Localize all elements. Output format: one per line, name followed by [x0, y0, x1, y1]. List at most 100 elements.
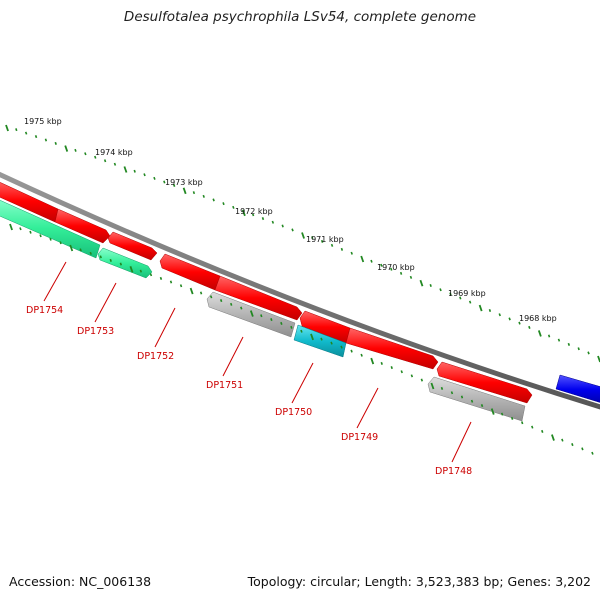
- inner-ruler-minor-tick: [39, 234, 42, 238]
- inner-ruler-minor-tick: [219, 299, 223, 303]
- inner-ruler-minor-tick: [270, 318, 273, 322]
- outer-ruler-major-tick: [301, 232, 305, 239]
- inner-ruler-major-tick: [249, 310, 254, 317]
- outer-tick-track: [5, 124, 600, 363]
- gene-dp1749-bar[interactable]: [345, 327, 439, 370]
- gene-label-dp1750[interactable]: DP1750: [275, 407, 312, 418]
- inner-ruler-minor-tick: [199, 291, 203, 295]
- ruler-label-1969: 1969 kbp: [448, 289, 486, 298]
- inner-ruler-minor-tick: [440, 386, 444, 390]
- inner-ruler-minor-tick: [500, 412, 504, 416]
- outer-ruler-major-tick: [182, 187, 187, 195]
- ruler-label-1973: 1973 kbp: [165, 178, 203, 187]
- inner-ruler-major-tick: [370, 357, 375, 365]
- gene-dp1750-cyan-bar[interactable]: [293, 324, 347, 358]
- inner-ruler-minor-tick: [59, 241, 62, 245]
- outer-ruler-minor-tick: [222, 202, 225, 206]
- leader-dp1751: [222, 336, 244, 377]
- inner-ruler-minor-tick: [510, 416, 514, 420]
- outer-ruler-minor-tick: [399, 271, 403, 275]
- outer-ruler-major-tick: [5, 124, 9, 132]
- outer-ruler-minor-tick: [557, 338, 561, 342]
- outer-ruler-major-tick: [478, 304, 483, 312]
- gene-label-dp1751[interactable]: DP1751: [206, 380, 243, 391]
- inner-ruler-minor-tick: [89, 251, 92, 255]
- gene-labels: DP1754 DP1753 DP1752 DP1751 DP1750 DP174…: [26, 305, 472, 477]
- gene-dp1751-gray-bar[interactable]: [206, 291, 296, 338]
- gene-label-dp1748[interactable]: DP1748: [435, 466, 472, 477]
- inner-ruler-minor-tick: [169, 280, 173, 284]
- inner-ruler-minor-tick: [360, 353, 363, 357]
- outer-ruler-minor-tick: [547, 334, 551, 338]
- accession-text: Accession: NC_006138: [9, 574, 152, 589]
- outer-ruler-minor-tick: [192, 191, 196, 195]
- inner-ruler-minor-tick: [591, 451, 594, 455]
- inner-ruler-minor-tick: [280, 321, 283, 325]
- outer-ruler-minor-tick: [153, 176, 156, 180]
- outer-ruler-minor-tick: [390, 267, 393, 271]
- outer-ruler-minor-tick: [291, 228, 294, 232]
- outer-ruler-major-tick: [360, 255, 365, 263]
- gene-dp1753-green-bar-b[interactable]: [97, 247, 153, 279]
- outer-ruler-minor-tick: [15, 128, 18, 132]
- inner-ruler-minor-tick: [320, 337, 323, 341]
- outer-ruler-minor-tick: [459, 296, 462, 300]
- gene-dp1754-bar-b[interactable]: [54, 208, 111, 244]
- outer-ruler-minor-tick: [409, 275, 413, 279]
- inner-ruler-minor-tick: [19, 227, 22, 231]
- inner-ruler-minor-tick: [179, 284, 183, 288]
- ruler-label-1971: 1971 kbp: [306, 235, 344, 244]
- inner-ruler-minor-tick: [230, 302, 233, 306]
- outer-ruler-minor-tick: [271, 220, 275, 224]
- gene-label-dp1752[interactable]: DP1752: [137, 351, 174, 362]
- inner-ruler-major-tick: [430, 382, 435, 390]
- outer-ruler-major-tick: [241, 209, 246, 217]
- outer-ruler-minor-tick: [518, 321, 521, 325]
- leader-dp1749: [356, 387, 379, 429]
- leader-dp1748: [451, 421, 472, 463]
- inner-ruler-minor-tick: [470, 399, 474, 403]
- outer-ruler-minor-tick: [577, 347, 580, 351]
- reverse-strand-genes: [0, 198, 600, 422]
- outer-ruler-minor-tick: [498, 313, 501, 317]
- inner-ruler-minor-tick: [139, 269, 143, 273]
- outer-ruler-minor-tick: [74, 148, 77, 152]
- inner-ruler-minor-tick: [209, 295, 213, 299]
- ruler-label-1975: 1975 kbp: [24, 117, 62, 126]
- inner-ruler-minor-tick: [410, 374, 414, 378]
- outer-ruler-minor-tick: [34, 135, 38, 139]
- inner-ruler-minor-tick: [350, 349, 353, 353]
- outer-ruler-minor-tick: [468, 300, 472, 304]
- inner-ruler-major-tick: [189, 287, 194, 295]
- leader-dp1752: [154, 307, 176, 348]
- outer-ruler-minor-tick: [24, 131, 28, 135]
- inner-ruler-minor-tick: [450, 391, 454, 395]
- gene-dp1753-green-bar-a[interactable]: [0, 198, 101, 259]
- gene-dp1753-red-bar[interactable]: [107, 231, 158, 261]
- outer-ruler-minor-tick: [143, 173, 146, 177]
- inner-ruler-minor-tick: [260, 314, 263, 318]
- outer-ruler-minor-tick: [528, 325, 531, 329]
- gene-dp1748-red-bar[interactable]: [436, 361, 533, 404]
- outer-ruler-minor-tick: [261, 217, 265, 221]
- ruler-label-1968: 1968 kbp: [519, 314, 557, 323]
- forward-strand-genes: [0, 182, 533, 404]
- inner-ruler-minor-tick: [109, 258, 112, 262]
- inner-ruler-minor-tick: [561, 438, 564, 442]
- inner-ruler-major-tick: [551, 434, 555, 441]
- inner-ruler-minor-tick: [460, 395, 464, 399]
- gene-dp1748-gray-bar[interactable]: [427, 376, 526, 422]
- inner-ruler-minor-tick: [420, 378, 424, 382]
- gene-label-dp1754[interactable]: DP1754: [26, 305, 63, 316]
- inner-ruler-minor-tick: [380, 361, 383, 365]
- outer-ruler-minor-tick: [380, 263, 383, 267]
- gene-dp1752-bar-b[interactable]: [214, 275, 303, 321]
- outer-ruler-minor-tick: [567, 342, 571, 346]
- gene-label-dp1749[interactable]: DP1749: [341, 432, 378, 443]
- inner-ruler-minor-tick: [571, 443, 574, 447]
- gene-label-dp1753[interactable]: DP1753: [77, 326, 114, 337]
- outer-ruler-minor-tick: [587, 351, 590, 355]
- gene-dp1752-bar[interactable]: [159, 253, 221, 291]
- blue-feature-bar[interactable]: [555, 374, 600, 404]
